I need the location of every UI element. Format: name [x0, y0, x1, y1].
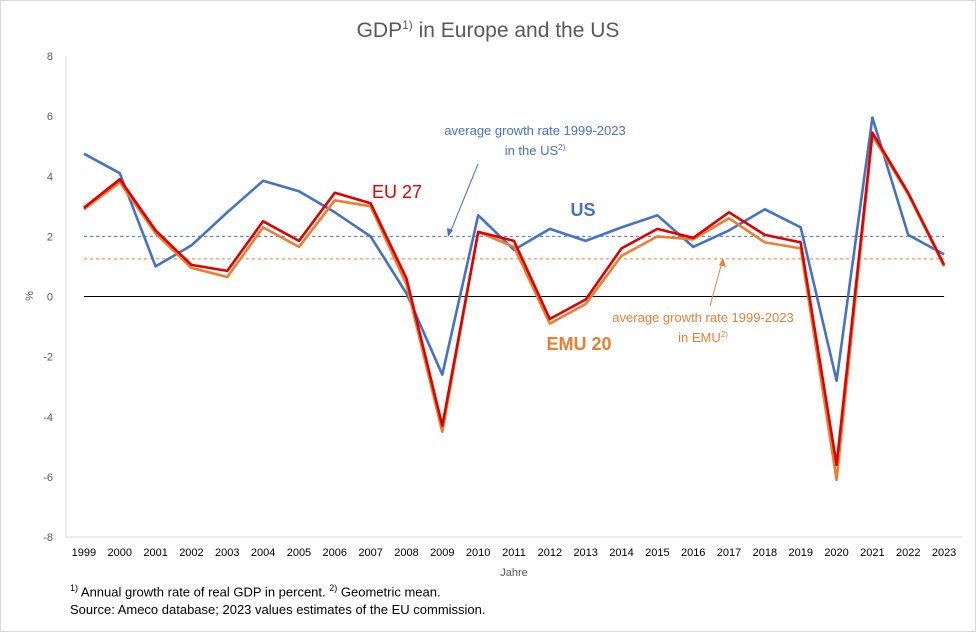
x-tick-label: 2008 — [394, 547, 418, 559]
x-axis-label: Jahre — [500, 567, 528, 579]
y-tick-label: 6 — [47, 111, 53, 123]
x-tick-label: 2013 — [573, 547, 597, 559]
series-label-eu27: EU 27 — [372, 182, 422, 202]
y-tick-label: -8 — [43, 532, 53, 544]
emu-average-annotation-line2: in EMU2) — [678, 330, 728, 345]
x-tick-label: 2022 — [896, 547, 920, 559]
x-tick-label: 2005 — [287, 547, 311, 559]
x-tick-label: 2004 — [251, 547, 275, 559]
x-tick-label: 2002 — [179, 547, 203, 559]
x-tick-label: 2021 — [860, 547, 884, 559]
y-tick-label: 0 — [47, 292, 53, 304]
x-tick-label: 2019 — [788, 547, 812, 559]
x-tick-label: 2006 — [323, 547, 347, 559]
x-tick-label: 2017 — [717, 547, 741, 559]
x-tick-label: 2023 — [932, 547, 956, 559]
emu-average-arrow — [709, 261, 723, 307]
footnote-line1: 1) Annual growth rate of real GDP in per… — [70, 583, 441, 600]
y-tick-label: -4 — [43, 412, 53, 424]
x-tick-label: 2003 — [215, 547, 239, 559]
us-average-arrowhead — [447, 228, 453, 237]
us-average-arrow — [449, 163, 479, 234]
series-line — [83, 134, 946, 482]
x-tick-label: 2007 — [358, 547, 382, 559]
x-tick-label: 1999 — [72, 547, 96, 559]
x-tick-label: 2012 — [538, 547, 562, 559]
x-tick-label: 2014 — [609, 547, 633, 559]
x-tick-label: 2020 — [824, 547, 848, 559]
series-label-us: US — [570, 200, 595, 220]
y-tick-label: 4 — [47, 171, 53, 183]
x-tick-label: 2001 — [143, 547, 167, 559]
footnote-line2: Source: Ameco database; 2023 values esti… — [70, 602, 486, 617]
x-tick-label: 2018 — [753, 547, 777, 559]
x-tick-label: 2010 — [466, 547, 490, 559]
emu-average-arrowhead — [719, 258, 726, 267]
y-tick-label: -6 — [43, 472, 53, 484]
x-tick-label: 2016 — [681, 547, 705, 559]
us-average-annotation-line1: average growth rate 1999-2023 — [444, 123, 625, 138]
emu-average-annotation-line1: average growth rate 1999-2023 — [612, 310, 793, 325]
y-tick-label: -2 — [43, 352, 53, 364]
us-average-annotation-line2: in the US2) — [505, 143, 566, 158]
series-label-emu20: EMU 20 — [546, 334, 611, 354]
chart-title: GDP1) in Europe and the US — [356, 18, 620, 42]
x-tick-label: 2009 — [430, 547, 454, 559]
y-axis-label: % — [24, 291, 36, 301]
x-tick-label: 2015 — [645, 547, 669, 559]
x-tick-label: 2000 — [108, 547, 132, 559]
x-tick-label: 2011 — [502, 547, 526, 559]
y-tick-label: 8 — [47, 51, 53, 63]
series-line — [83, 131, 946, 467]
y-tick-label: 2 — [47, 231, 53, 243]
